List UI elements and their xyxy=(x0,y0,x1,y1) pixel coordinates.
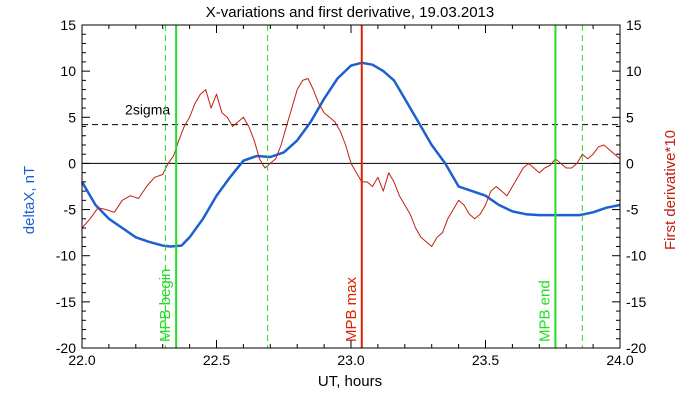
marker-label: MPB end xyxy=(536,280,553,342)
y-axis-label-left: deltaX, nT xyxy=(21,166,38,234)
y-tick-label-left: -20 xyxy=(56,340,76,356)
y-tick-label-left: -5 xyxy=(64,202,77,218)
series-line-1 xyxy=(81,78,621,247)
x-tick-label: 23.0 xyxy=(337,352,364,368)
y-tick-label-right: -15 xyxy=(626,294,646,310)
x-tick-label: 22.5 xyxy=(203,352,230,368)
x-tick-label: 23.5 xyxy=(472,352,499,368)
series-line-0 xyxy=(80,61,621,248)
axes: 22.0 22.5 23.0 23.5 24.0-20 -20-15 -15-10 -10-5… xyxy=(56,17,647,368)
x-axis-label: UT, hours xyxy=(318,373,382,390)
y-tick-label-right: -5 xyxy=(626,202,639,218)
y-tick-label-left: 0 xyxy=(68,155,76,171)
y-tick-label-right: 5 xyxy=(626,109,634,125)
y-tick-label-left: 10 xyxy=(60,63,76,79)
y-tick-label-right: -10 xyxy=(626,248,646,264)
y-axis-label-right: First derivative*10 xyxy=(662,130,679,250)
y-tick-label-right: 10 xyxy=(626,63,642,79)
y-tick-label-right: 0 xyxy=(626,155,634,171)
y-tick-label-left: 15 xyxy=(60,17,76,33)
y-tick-label-right: 15 xyxy=(626,17,642,33)
x-tick-label: 24.0 xyxy=(606,352,633,368)
y-tick-label-left: -10 xyxy=(56,248,76,264)
marker-label: MPB max xyxy=(343,276,360,342)
x-tick-label: 22.0 xyxy=(68,352,95,368)
y-tick-label-left: -15 xyxy=(56,294,76,310)
y-tick-label-left: 5 xyxy=(68,109,76,125)
chart-title: X-variations and first derivative, 19.03… xyxy=(206,4,495,21)
reference-line-label: 2sigma xyxy=(125,102,170,118)
y-tick-label-right: -20 xyxy=(626,340,646,356)
